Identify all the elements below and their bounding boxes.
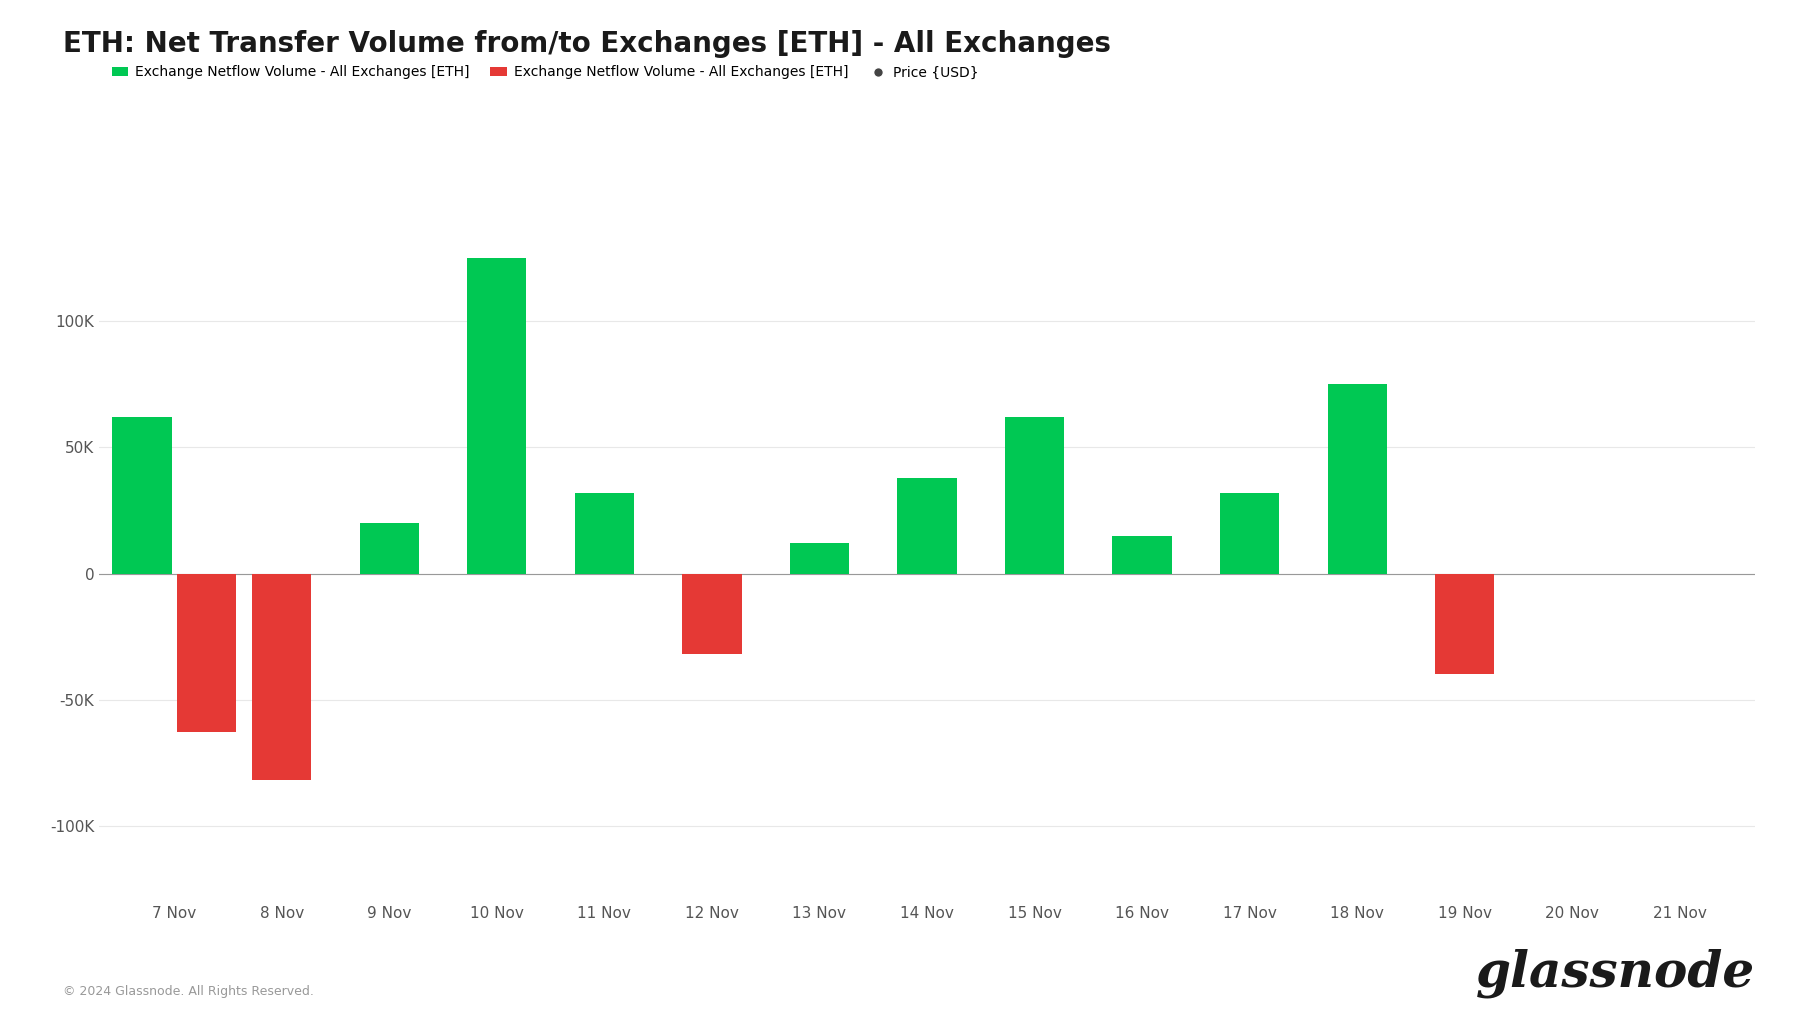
Bar — [1004, 417, 1064, 573]
Text: ETH: Net Transfer Volume from/to Exchanges [ETH] - All Exchanges: ETH: Net Transfer Volume from/to Exchang… — [63, 30, 1111, 59]
Bar — [1328, 384, 1386, 573]
Bar — [898, 477, 956, 573]
Text: glassnode: glassnode — [1476, 948, 1755, 998]
Bar — [1435, 573, 1494, 675]
Bar — [360, 523, 419, 573]
Bar — [252, 573, 311, 780]
Bar — [1220, 492, 1280, 573]
Bar — [1112, 536, 1172, 573]
Bar — [790, 543, 850, 573]
Bar — [682, 573, 742, 654]
Bar — [112, 417, 171, 573]
Bar — [176, 573, 236, 732]
Bar — [574, 492, 634, 573]
Legend: Exchange Netflow Volume - All Exchanges [ETH], Exchange Netflow Volume - All Exc: Exchange Netflow Volume - All Exchanges … — [106, 60, 985, 85]
Bar — [468, 258, 526, 573]
Text: © 2024 Glassnode. All Rights Reserved.: © 2024 Glassnode. All Rights Reserved. — [63, 985, 313, 998]
